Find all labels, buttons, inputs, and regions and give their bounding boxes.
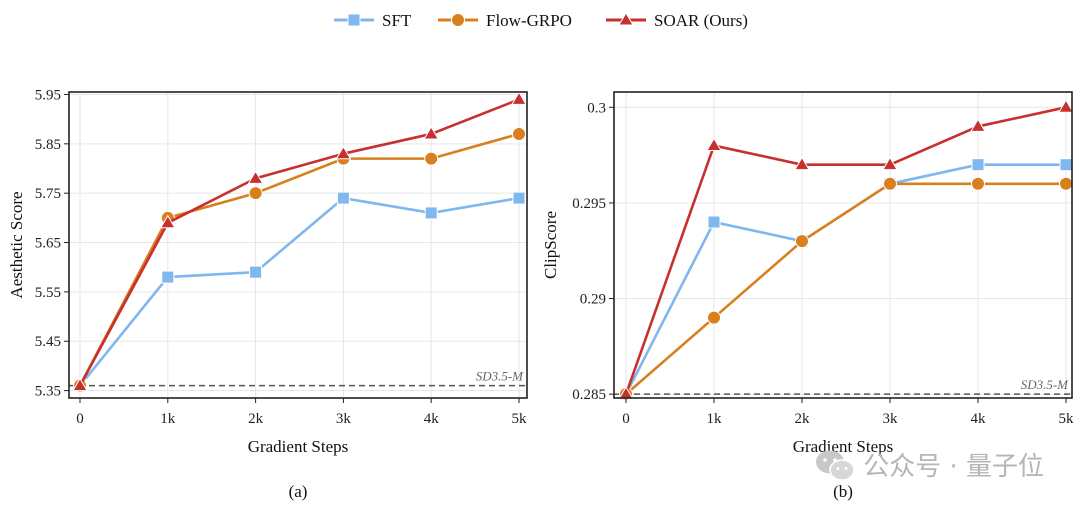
panel-a: SD3.5-M 0 1k 2k 3k 4k 5k 5.35 5.45 5.55 5.65 5.75 5.…: [7, 87, 528, 501]
series-line: [78, 196, 520, 387]
y-tick-label: 5.95: [35, 87, 61, 103]
y-tick-label: 0.295: [572, 196, 606, 212]
legend-label: SFT: [382, 11, 412, 30]
x-tick-label: 5k: [512, 411, 528, 427]
data-point: [247, 170, 264, 184]
y-tick-label: 0.3: [587, 100, 606, 116]
plot-frame: [613, 91, 1073, 399]
legend-item-soar-ours: SOAR (Ours): [606, 11, 748, 30]
data-point: [882, 156, 898, 171]
panel-label: (b): [833, 482, 853, 501]
y-tick-label: 0.29: [580, 292, 606, 308]
x-tick-label: 4k: [424, 411, 440, 427]
y-tick-label: 0.285: [572, 387, 606, 403]
data-point: [511, 91, 527, 105]
data-point: [161, 270, 175, 284]
data-point: [971, 158, 985, 172]
x-tick-label: 3k: [336, 411, 352, 427]
panel-label: (a): [289, 482, 308, 501]
wechat-icon: [816, 450, 855, 481]
x-tick-label: 5k: [1059, 411, 1075, 427]
y-tick-label: 5.35: [35, 384, 61, 400]
x-axis-label: Gradient Steps: [248, 437, 349, 456]
series-line: [78, 132, 520, 387]
data-point: [336, 191, 350, 205]
x-tick-label: 0: [622, 411, 630, 427]
data-point: [971, 176, 985, 191]
data-point: [707, 215, 721, 229]
data-point: [72, 377, 88, 392]
legend-label: Flow-GRPO: [486, 11, 572, 30]
series-line: [624, 106, 1067, 395]
data-point: [424, 151, 439, 166]
baseline-label: SD3.5-M: [476, 369, 524, 384]
watermark: 公众号 · 量子位: [815, 446, 1044, 483]
y-tick-label: 5.55: [35, 285, 61, 301]
data-point: [706, 137, 722, 152]
series-line: [78, 98, 520, 387]
series-soar-ours: [72, 91, 527, 392]
data-point: [423, 125, 440, 140]
plot-area: [614, 92, 1072, 398]
legend-marker-triangle: [618, 12, 634, 26]
data-point: [1059, 158, 1073, 172]
y-axis-label: Aesthetic Score: [7, 191, 26, 298]
data-point: [795, 234, 809, 249]
legend-marker-circle: [451, 13, 465, 27]
y-tick-label: 5.75: [35, 186, 61, 202]
data-point: [159, 214, 176, 229]
data-point: [512, 126, 526, 141]
x-tick-label: 0: [76, 411, 84, 427]
legend-item-sft: SFT: [334, 11, 412, 30]
data-point: [424, 206, 438, 220]
y-axis-label: ClipScore: [541, 211, 560, 279]
x-tick-label: 2k: [248, 411, 264, 427]
plot-area: [69, 92, 527, 398]
x-axis-label: Gradient Steps: [793, 437, 894, 456]
data-point: [249, 265, 263, 279]
legend-item-flow-grpo: Flow-GRPO: [438, 11, 572, 30]
baseline-label: SD3.5-M: [1021, 377, 1069, 392]
data-point: [883, 176, 897, 191]
grid: [69, 92, 527, 398]
plot-frame: [68, 91, 528, 399]
x-tick-label: 2k: [795, 411, 811, 427]
data-point: [1059, 176, 1073, 191]
y-tick-label: 5.45: [35, 334, 61, 350]
x-tick-label: 4k: [971, 411, 987, 427]
x-tick-label: 1k: [160, 411, 176, 427]
y-tick-label: 5.85: [35, 137, 61, 153]
series-soar-ours: [618, 99, 1074, 400]
x-tick-label: 1k: [707, 411, 723, 427]
panel-b: SD3.5-M 0 1k 2k 3k 4k 5k 0.285 0.29 0.295 0.3 Gradi…: [541, 91, 1075, 501]
data-point: [707, 310, 721, 325]
series-flow-grpo: [619, 176, 1073, 402]
x-tick-label: 3k: [883, 411, 899, 427]
legend-label: SOAR (Ours): [654, 11, 748, 30]
data-point: [512, 191, 526, 205]
y-tick-label: 5.65: [35, 236, 61, 252]
data-point: [1058, 99, 1074, 113]
data-point: [335, 145, 352, 160]
legend-marker-square: [347, 13, 361, 27]
data-point: [794, 156, 810, 171]
legend: SFT Flow-GRPO SOAR (Ours): [334, 11, 748, 30]
series-line: [625, 182, 1066, 396]
watermark-text: 公众号 · 量子位: [863, 452, 1044, 482]
data-point: [970, 118, 986, 132]
data-point: [248, 186, 263, 201]
